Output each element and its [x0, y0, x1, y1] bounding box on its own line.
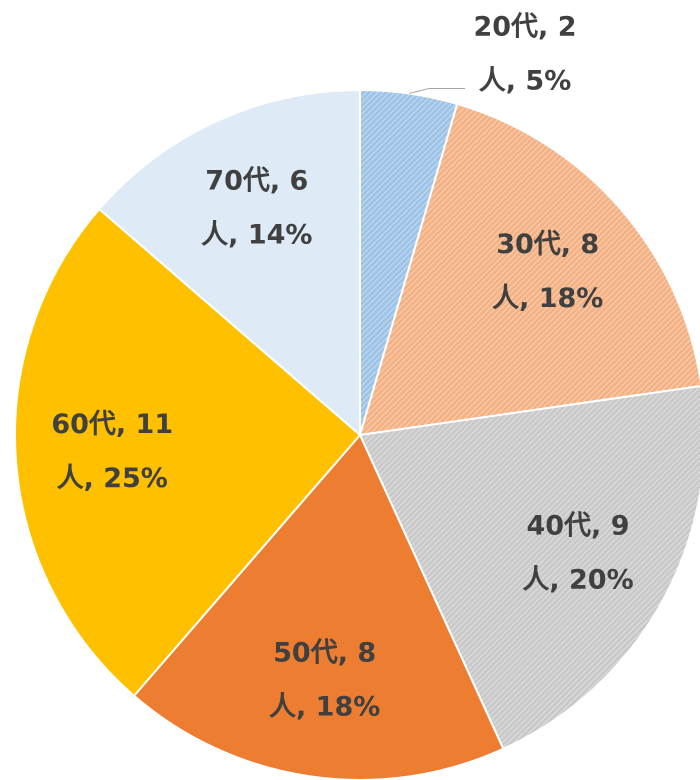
- data-label: 30代, 8: [496, 229, 599, 260]
- data-label: 人, 18%: [269, 691, 380, 722]
- leader-line: [408, 88, 465, 94]
- pie-slice: [97, 88, 361, 438]
- data-label: 50代, 8: [273, 637, 376, 668]
- data-label: 人, 25%: [57, 463, 168, 494]
- data-label: 人, 5%: [479, 66, 572, 97]
- slice-hatch: [360, 103, 700, 435]
- pie-slice: [14, 207, 362, 698]
- pie-slice: [132, 433, 505, 780]
- slice-hatch: [360, 386, 700, 749]
- data-label: 40代, 9: [526, 511, 629, 542]
- data-label: 人, 20%: [522, 565, 633, 596]
- data-label: 人, 14%: [201, 220, 312, 251]
- data-label: 70代, 6: [205, 166, 308, 197]
- data-label: 人, 18%: [492, 283, 603, 314]
- data-label: 20代, 2: [473, 12, 576, 43]
- data-label: 60代, 11: [51, 409, 173, 440]
